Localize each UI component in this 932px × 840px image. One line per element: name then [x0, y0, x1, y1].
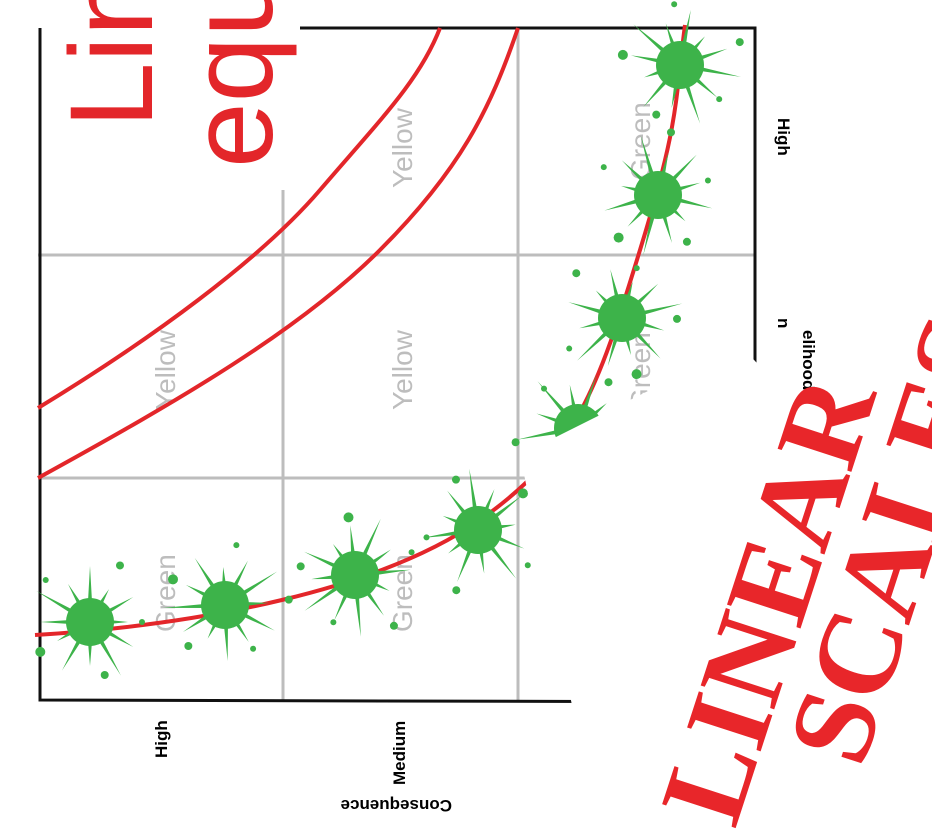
- splat: [566, 265, 683, 380]
- axis-label: n: [774, 318, 793, 328]
- headline-text: equ: [166, 0, 298, 168]
- axis-title: elihood: [799, 330, 818, 390]
- axis-label: High: [152, 720, 171, 758]
- headline: Lin equ: [46, 0, 298, 168]
- splat: [163, 542, 293, 661]
- stamp-backdrop: [520, 345, 932, 840]
- splat: [600, 128, 713, 256]
- axis-title: Consequence: [341, 796, 452, 815]
- splat: [617, 1, 744, 124]
- splat: [422, 468, 531, 595]
- cell-label: Yellow: [387, 107, 418, 188]
- axis-label: Medium: [390, 721, 409, 785]
- stamp: LINEAR SCALES: [635, 301, 932, 838]
- cell-label: Yellow: [150, 329, 181, 410]
- splat: [35, 561, 145, 679]
- bottom-axis: High Medium L Consequence: [152, 720, 649, 815]
- cell-label: Yellow: [387, 329, 418, 410]
- right-axis: High n elihood: [774, 118, 818, 390]
- splat: [296, 512, 415, 637]
- axis-label: High: [774, 118, 793, 156]
- headline-text: Lin: [46, 0, 178, 128]
